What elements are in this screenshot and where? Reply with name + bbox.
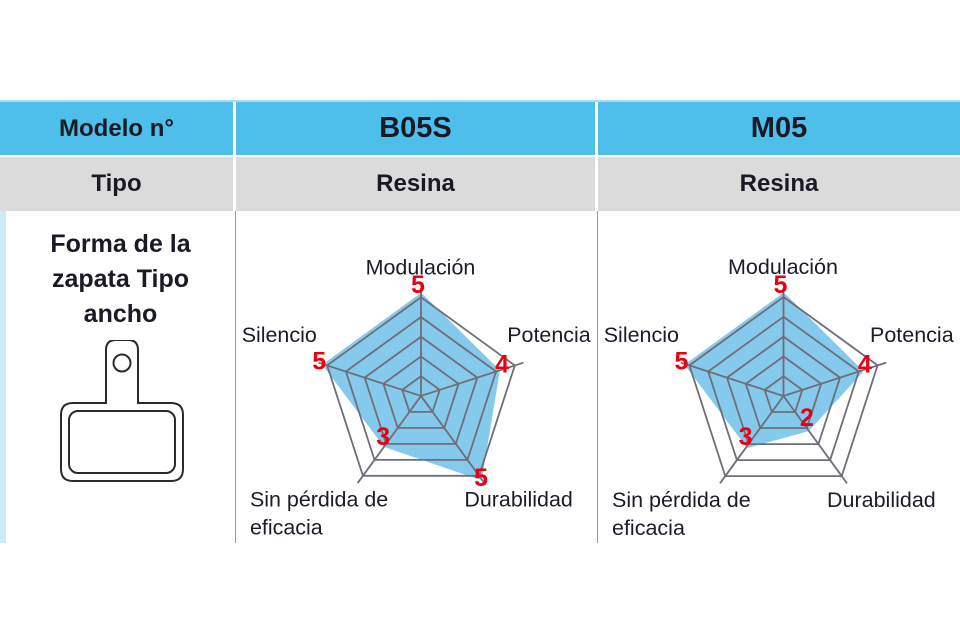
shape-cell: Forma de la zapata Tipo ancho <box>0 211 236 543</box>
tipo-value-m05: Resina <box>598 157 960 211</box>
radar-axis-tick <box>356 475 364 484</box>
model-name-m05: M05 <box>750 112 808 144</box>
axis-label: Silencio <box>242 323 317 347</box>
radar-axis-tick <box>680 361 690 367</box>
radar-ring <box>744 355 823 429</box>
tipo-label-cell: Tipo <box>0 157 236 211</box>
tipo-row: Tipo Resina Resina <box>0 157 960 211</box>
radar-spoke <box>326 364 422 397</box>
table-header-row: Modelo n° B05S M05 <box>0 100 960 155</box>
shape-title-line: ancho <box>83 300 158 328</box>
radar-spoke <box>782 395 843 477</box>
radar-axis-tick <box>719 475 727 484</box>
value-label: 4 <box>858 351 872 379</box>
shape-title: Forma de la zapata Tipo ancho <box>50 227 190 332</box>
value-label: 3 <box>376 423 390 451</box>
axis-label: Silencio <box>604 323 679 347</box>
radar-axis-tick <box>318 361 328 367</box>
axis-label: Sin pérdida de <box>612 488 751 512</box>
radar-ring <box>401 375 441 413</box>
radar-spoke <box>362 395 422 477</box>
header-cell-b05s: B05S <box>236 102 598 155</box>
value-label: 3 <box>739 423 753 451</box>
radar-spoke <box>420 364 516 397</box>
tipo-value-label: Resina <box>376 170 455 197</box>
shape-title-line: zapata Tipo <box>51 265 190 293</box>
value-label: 5 <box>312 347 326 375</box>
chart-cell-m05: 5 4 2 3 5 Modulación Potencia Durabilidad Sin pé… <box>598 211 960 543</box>
axis-label: Sin pérdida de <box>250 488 388 512</box>
axis-label: Potencia <box>870 323 954 347</box>
value-label: 5 <box>674 347 688 375</box>
value-label: 5 <box>774 271 788 299</box>
radar-axis-tick <box>840 475 848 484</box>
radar-axis-tick <box>877 361 887 367</box>
axis-label: eficacia <box>250 516 323 540</box>
axis-label: Durabilidad <box>827 488 936 512</box>
radar-ring <box>344 315 498 461</box>
radar-spoke <box>689 364 784 397</box>
header-cell-m05: M05 <box>598 102 960 155</box>
modelo-label: Modelo n° <box>59 114 174 142</box>
value-label: 4 <box>495 351 509 379</box>
brake-pad-comparison-table: Modelo n° B05S M05 Tipo Resina Resina <box>0 100 960 543</box>
chart-cell-b05s: 5 4 5 3 5 Modulación Potencia Durabilidad Sin pé… <box>236 211 598 543</box>
axis-label: eficacia <box>612 516 685 540</box>
shape-row: Forma de la zapata Tipo ancho 5 4 5 3 5 Modul… <box>0 211 960 543</box>
brake-pad-hole <box>112 353 131 373</box>
radar-fill <box>685 293 863 448</box>
axis-label: Durabilidad <box>464 488 572 512</box>
radar-ring <box>688 295 879 478</box>
radar-spoke <box>783 364 878 397</box>
brake-pad-icon <box>59 340 184 482</box>
radar-axis-tick <box>514 361 524 367</box>
radar-ring <box>382 355 460 429</box>
axis-label: Potencia <box>507 323 591 347</box>
tipo-value-b05s: Resina <box>236 157 598 211</box>
axis-label: Modulación <box>366 255 476 279</box>
radar-ring <box>725 335 842 446</box>
shape-title-line: Forma de la <box>50 230 191 258</box>
header-cell-modelo: Modelo n° <box>0 102 236 155</box>
radar-ring <box>763 375 804 413</box>
radar-ring <box>363 335 479 445</box>
tipo-label: Tipo <box>91 170 142 197</box>
radar-spoke <box>420 395 480 477</box>
value-label: 5 <box>474 464 488 492</box>
value-label: 5 <box>411 271 425 299</box>
brake-pad-inner-outline <box>67 410 176 474</box>
axis-label: Modulación <box>728 255 838 279</box>
radar-axis-tick <box>478 475 486 484</box>
tipo-value-label: Resina <box>739 170 819 197</box>
radar-ring <box>326 296 516 477</box>
radar-spoke <box>724 395 785 477</box>
radar-ring <box>707 315 860 462</box>
model-name-b05s: B05S <box>379 112 452 144</box>
header-divider <box>0 155 960 157</box>
value-label: 2 <box>800 404 814 432</box>
